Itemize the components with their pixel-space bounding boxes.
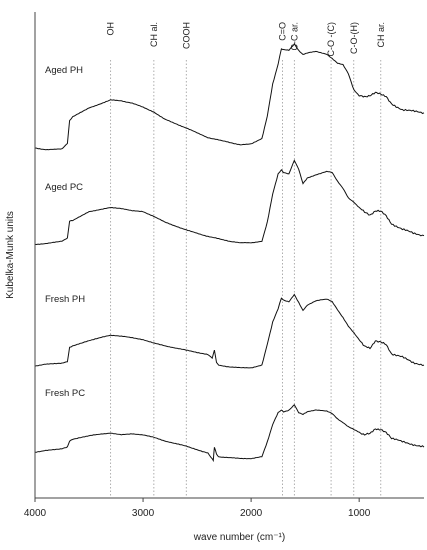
series-label: Aged PC — [45, 182, 83, 193]
y-axis-label: Kubelka-Munk units — [5, 211, 16, 299]
group-label: C-O-(H) — [349, 22, 359, 54]
group-label: CH al. — [149, 22, 159, 47]
group-label: COOH — [181, 22, 191, 49]
series-label: Fresh PH — [45, 294, 85, 305]
series-label: Aged PH — [45, 65, 83, 76]
x-tick-label: 1000 — [348, 508, 371, 519]
x-tick-label: 3000 — [132, 508, 155, 519]
group-label: CH ar. — [376, 22, 386, 48]
reference-lines: OH CH al. COOH C=O C-C ar. C-O -(C) C-O-(H) CH … — [106, 22, 386, 498]
group-label: C-C ar. — [289, 22, 299, 51]
group-label: C-O -(C) — [326, 22, 336, 57]
series-line — [35, 404, 425, 463]
group-label: C=O — [277, 22, 287, 41]
series-line — [34, 159, 425, 246]
x-axis-label: wave number (cm⁻¹) — [193, 532, 285, 543]
x-tick-label: 2000 — [240, 508, 263, 519]
group-label: OH — [106, 22, 116, 36]
series-layer: Aged PH Aged PC Fresh PH Fresh PC — [34, 42, 425, 463]
x-tick-label: 4000 — [24, 508, 47, 519]
x-tick-layer: 4000 3000 2000 1000 — [24, 498, 371, 519]
series-line — [34, 42, 425, 151]
series-label: Fresh PC — [45, 388, 85, 399]
series-line — [34, 293, 425, 369]
